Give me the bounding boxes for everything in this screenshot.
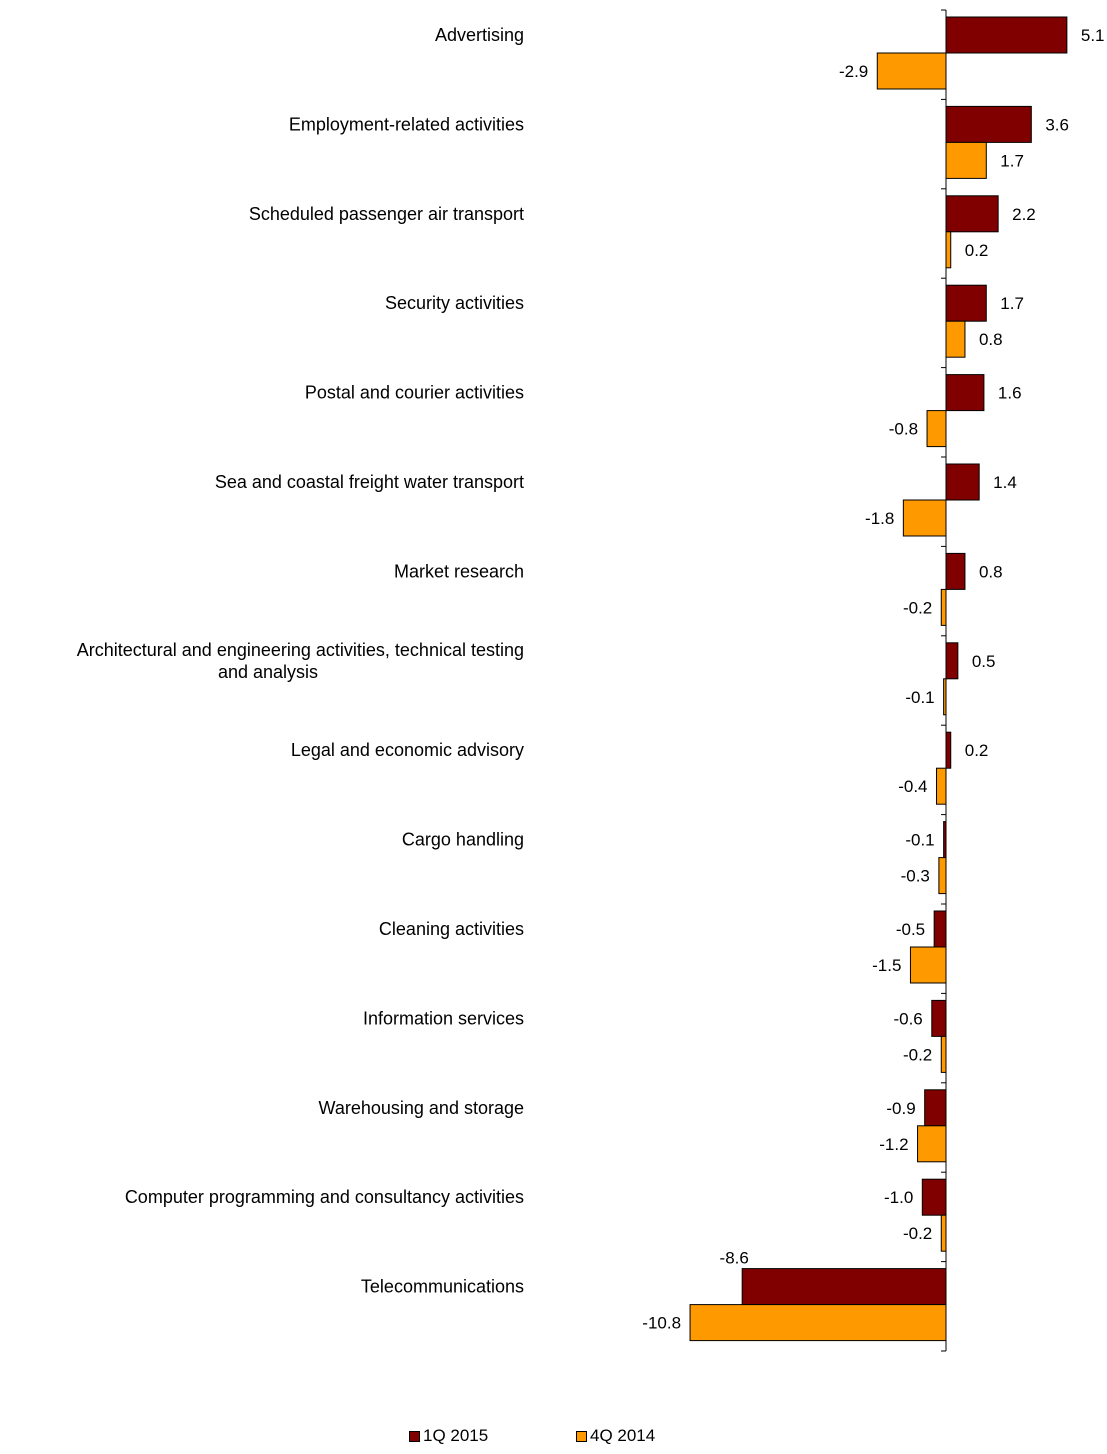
value-labels: 5.1 -2.9 3.6 1.7 2.2 0.2 1.7 0.8 1.6 -0.8 1.4 -1.8 0… <box>642 26 1104 1333</box>
bar-series-1 <box>921 1178 947 1216</box>
data-label-series-2: -1.2 <box>879 1135 908 1154</box>
category-label: Scheduled passenger air transport <box>249 204 524 224</box>
data-label-series-2: -0.2 <box>903 1045 932 1064</box>
data-label-series-2: -0.3 <box>901 867 930 886</box>
data-label-series-1: 3.6 <box>1045 115 1069 134</box>
data-label-series-1: -1.0 <box>884 1188 913 1207</box>
bar-series-2 <box>926 410 947 448</box>
bar-series-1 <box>945 16 1068 54</box>
bar-series-1 <box>945 374 985 412</box>
data-label-series-1: -8.6 <box>720 1249 749 1268</box>
bar-series-2 <box>940 1214 947 1252</box>
bar-series-1 <box>945 552 966 590</box>
bar-series-2 <box>945 141 987 179</box>
bar-series-2 <box>917 1125 947 1163</box>
data-label-series-1: 1.7 <box>1000 294 1024 313</box>
bar-series-2 <box>909 946 947 984</box>
bar-series-2 <box>876 52 947 90</box>
category-label: Postal and courier activities <box>305 383 524 403</box>
data-label-series-1: -0.9 <box>886 1099 915 1118</box>
data-label-series-1: 1.6 <box>998 384 1022 403</box>
data-label-series-2: -2.9 <box>839 62 868 81</box>
data-label-series-2: -0.2 <box>903 1224 932 1243</box>
legend: 1Q 2015 4Q 2014 <box>0 1426 1107 1454</box>
bar-series-1 <box>945 195 999 233</box>
bars-group <box>689 16 1068 1342</box>
bar-series-2 <box>938 857 947 895</box>
bar-series-2 <box>902 499 947 537</box>
legend-item-series-2: 4Q 2014 <box>576 1426 655 1446</box>
bar-chart: Advertising Employment-related activities… <box>77 9 1105 1352</box>
data-label-series-2: 1.7 <box>1000 151 1024 170</box>
category-label: Computer programming and consultancy act… <box>125 1187 524 1207</box>
bar-series-1 <box>945 463 980 501</box>
data-label-series-2: -1.5 <box>872 956 901 975</box>
bar-series-1 <box>945 731 952 769</box>
data-label-series-2: -0.8 <box>889 420 918 439</box>
data-label-series-1: 5.1 <box>1081 26 1105 45</box>
bar-series-2 <box>689 1304 947 1342</box>
bar-series-2 <box>936 767 947 805</box>
bar-series-2 <box>945 320 966 358</box>
bar-series-1 <box>924 1089 947 1127</box>
category-label: Market research <box>394 561 524 581</box>
category-label: Advertising <box>435 25 524 45</box>
legend-item-series-1: 1Q 2015 <box>409 1426 488 1446</box>
category-label: Security activities <box>385 293 524 313</box>
bar-series-1 <box>741 1268 947 1306</box>
data-label-series-1: -0.5 <box>896 920 925 939</box>
bar-series-2 <box>943 678 947 716</box>
data-label-series-1: 2.2 <box>1012 205 1036 224</box>
legend-swatch-series-2 <box>576 1430 587 1442</box>
category-label: Employment-related activities <box>289 114 524 134</box>
bar-series-1 <box>943 821 947 859</box>
category-label: Cargo handling <box>402 830 524 850</box>
bar-series-2 <box>940 1035 947 1073</box>
bar-series-2 <box>940 588 947 626</box>
data-label-series-1: 0.8 <box>979 562 1003 581</box>
data-label-series-2: -0.2 <box>903 598 932 617</box>
data-label-series-1: -0.1 <box>905 831 934 850</box>
data-label-series-2: 0.8 <box>979 330 1003 349</box>
category-label: Telecommunications <box>361 1277 524 1297</box>
category-label: Legal and economic advisory <box>291 740 524 760</box>
legend-label-series-2: 4Q 2014 <box>590 1426 656 1445</box>
data-label-series-2: 0.2 <box>965 241 989 260</box>
category-label: Warehousing and storage <box>319 1098 524 1118</box>
category-label: Architectural and engineering activities… <box>77 640 524 660</box>
category-label: Information services <box>363 1008 524 1028</box>
category-label: Cleaning activities <box>379 919 524 939</box>
bar-series-2 <box>945 231 952 269</box>
data-label-series-2: -0.1 <box>905 688 934 707</box>
bar-series-1 <box>945 642 959 680</box>
data-label-series-1: 0.2 <box>965 741 989 760</box>
data-label-series-1: 1.4 <box>993 473 1017 492</box>
data-label-series-1: 0.5 <box>972 652 996 671</box>
bar-series-1 <box>945 284 987 322</box>
category-label: and analysis <box>218 662 318 682</box>
legend-label-series-1: 1Q 2015 <box>423 1426 489 1445</box>
bar-series-1 <box>931 999 947 1037</box>
bar-series-1 <box>945 105 1032 143</box>
data-label-series-2: -10.8 <box>642 1314 681 1333</box>
data-label-series-2: -0.4 <box>898 777 927 796</box>
data-label-series-2: -1.8 <box>865 509 894 528</box>
data-label-series-1: -0.6 <box>893 1009 922 1028</box>
category-label: Sea and coastal freight water transport <box>215 472 524 492</box>
legend-swatch-series-1 <box>409 1430 420 1442</box>
category-labels: Advertising Employment-related activities… <box>77 25 524 1297</box>
bar-series-1 <box>933 910 947 948</box>
